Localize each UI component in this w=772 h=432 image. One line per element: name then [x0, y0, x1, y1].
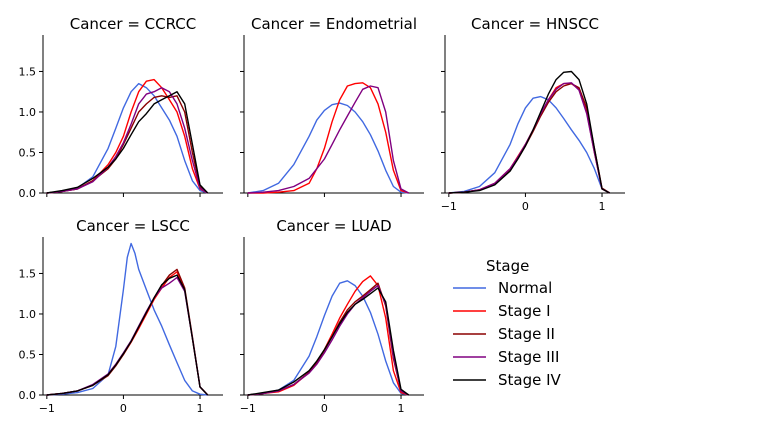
y-tick-label: 0.0 [19, 187, 37, 200]
density-line-ccrcc-stage-ii [46, 95, 209, 194]
y-tick-label: 1.5 [19, 267, 37, 280]
y-tick-label: 1.0 [19, 308, 37, 321]
x-tick-label: −1 [441, 200, 457, 213]
x-tick-label: 0 [522, 200, 529, 213]
y-tick-label: 0.0 [19, 389, 37, 402]
density-line-hnscc-normal [448, 95, 611, 194]
legend-label-stage-iii: Stage III [498, 348, 559, 366]
density-line-ccrcc-normal [46, 82, 208, 194]
panel-title-endometrial: Cancer = Endometrial [251, 15, 417, 33]
legend-item-stage-i: Stage I [453, 302, 551, 320]
legend-item-stage-ii: Stage II [453, 325, 555, 343]
x-tick-label: 0 [321, 402, 328, 415]
x-tick-label: 0 [120, 402, 127, 415]
panel-lscc: Cancer = LSCC 0.0 0.5 1.0 1.5 −1 0 1 [19, 217, 223, 415]
density-line-endometrial-normal [247, 102, 409, 194]
y-tick-label: 1.0 [19, 106, 37, 119]
panel-hnscc: Cancer = HNSCC −1 0 1 [441, 15, 625, 213]
panel-luad: Cancer = LUAD −1 0 1 [240, 217, 424, 415]
x-tick-label: 1 [398, 402, 405, 415]
x-tick-label: −1 [39, 402, 55, 415]
legend-item-normal: Normal [453, 279, 552, 297]
panel-ccrcc: Cancer = CCRCC 0.0 0.5 1.0 1.5 [19, 15, 223, 200]
x-tick-label: 1 [599, 200, 606, 213]
legend: Stage Normal Stage I Stage II Stage III Stag… [453, 257, 562, 389]
density-line-ccrcc-stage-iii [46, 87, 209, 194]
density-line-lscc-stage-iv [46, 274, 209, 396]
legend-title: Stage [486, 257, 529, 275]
density-line-luad-stage-i [247, 275, 409, 396]
density-line-hnscc-stage-iii [448, 82, 611, 194]
panel-endometrial: Cancer = Endometrial [240, 15, 424, 197]
panel-title-luad: Cancer = LUAD [276, 217, 391, 235]
density-line-lscc-normal [46, 242, 208, 396]
legend-label-stage-ii: Stage II [498, 325, 555, 343]
density-line-hnscc-stage-iv [448, 70, 611, 194]
legend-label-stage-i: Stage I [498, 302, 551, 320]
legend-item-stage-iv: Stage IV [453, 371, 562, 389]
y-tick-label: 0.5 [19, 146, 37, 159]
x-tick-label: −1 [240, 402, 256, 415]
density-line-luad-stage-iv [247, 287, 410, 396]
density-line-endometrial-stage-iii [247, 85, 410, 194]
y-tick-label: 1.5 [19, 65, 37, 78]
legend-label-normal: Normal [498, 279, 552, 297]
x-tick-label: 1 [197, 402, 204, 415]
panel-title-lscc: Cancer = LSCC [76, 217, 190, 235]
density-line-endometrial-stage-i [247, 82, 409, 194]
density-line-luad-stage-iii [247, 284, 410, 396]
legend-label-stage-iv: Stage IV [498, 371, 562, 389]
legend-item-stage-iii: Stage III [453, 348, 559, 366]
density-line-ccrcc-stage-iv [46, 91, 209, 194]
panel-title-hnscc: Cancer = HNSCC [471, 15, 599, 33]
y-tick-label: 0.5 [19, 348, 37, 361]
density-line-luad-normal [247, 280, 409, 396]
panel-title-ccrcc: Cancer = CCRCC [70, 15, 197, 33]
